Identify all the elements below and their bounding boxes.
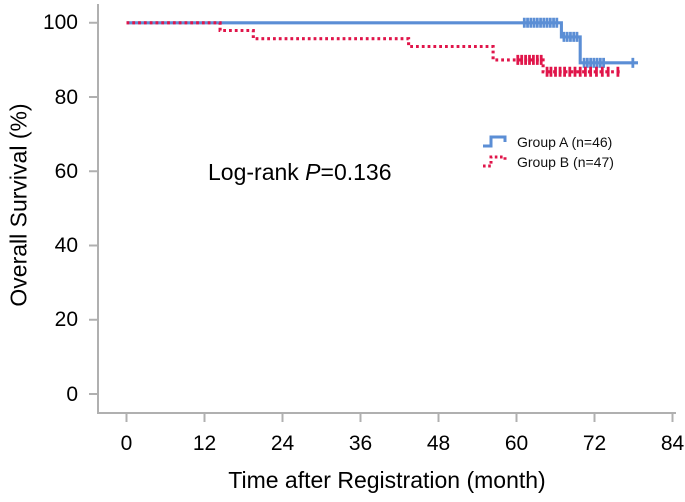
x-tick-label: 12 [192, 432, 217, 455]
y-tick-label: 100 [42, 11, 78, 35]
logrank-text: Log-rank [208, 159, 306, 185]
y-tick-label: 60 [54, 159, 78, 183]
group-a-step-line-icon [483, 135, 507, 148]
survival-curve-group-a [126, 21, 638, 65]
y-tick-label: 40 [54, 234, 78, 257]
x-tick-label: 84 [660, 432, 685, 455]
legend: Group A (n=46) Group B (n=47) [482, 132, 614, 172]
x-tick-label: 48 [426, 432, 451, 455]
y-tick-label: 80 [54, 85, 78, 109]
group-b-step-line-icon [483, 155, 507, 168]
legend-label-group-a: Group A (n=46) [517, 134, 613, 150]
survival-curve-group-b [126, 21, 622, 74]
legend-label-group-b: Group B (n=47) [517, 154, 614, 170]
y-axis-title: Overall Survival (%) [5, 103, 32, 307]
legend-item-group-b: Group B (n=47) [482, 152, 614, 172]
logrank-annotation: Log-rank P=0.136 [208, 159, 392, 186]
legend-item-group-a: Group A (n=46) [482, 132, 614, 152]
logrank-p-symbol: P [305, 159, 321, 185]
x-tick-label: 60 [504, 432, 529, 455]
x-tick-label: 72 [582, 432, 607, 455]
x-tick-label: 36 [348, 432, 373, 455]
y-tick-label: 20 [54, 308, 78, 332]
x-tick-label: 0 [120, 432, 133, 455]
x-axis-title: Time after Registration (month) [228, 467, 546, 493]
x-tick-label: 24 [270, 432, 295, 455]
logrank-p-value: =0.136 [320, 159, 392, 185]
y-tick-label: 0 [66, 382, 78, 406]
